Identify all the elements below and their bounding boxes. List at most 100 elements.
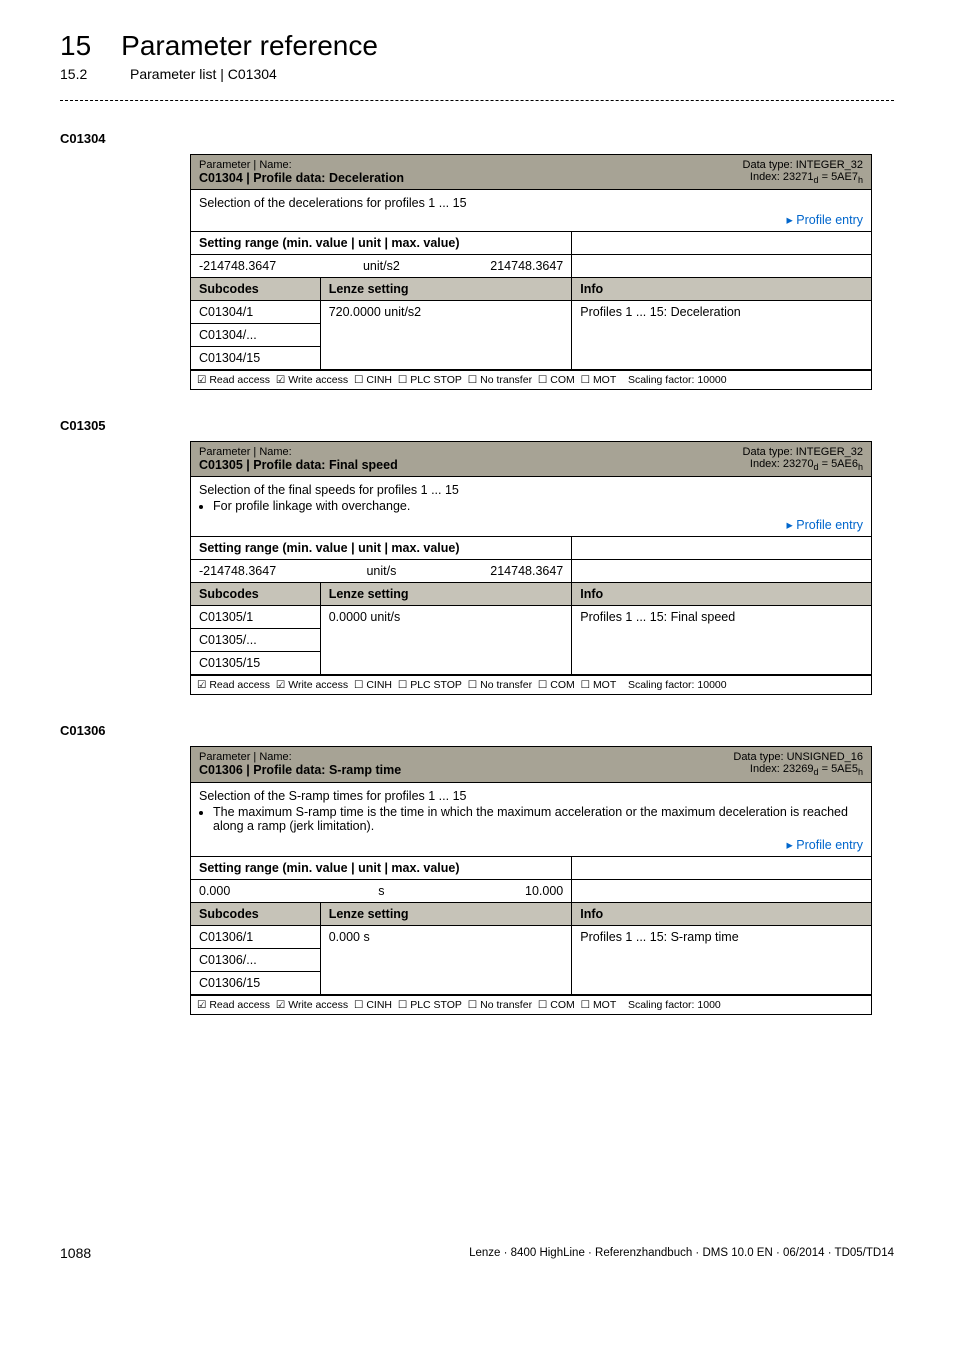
subcodes-header: Subcodes bbox=[191, 583, 320, 606]
info-cell bbox=[572, 347, 871, 370]
subcode-cell: C01306/1 bbox=[191, 925, 320, 948]
access-footer: Read access Write access CINH PLC STOP N… bbox=[191, 370, 871, 389]
divider bbox=[60, 100, 894, 101]
setting-range-header: Setting range (min. value | unit | max. … bbox=[191, 232, 572, 255]
range-min: 0.000 bbox=[191, 879, 320, 902]
settings-table: Setting range (min. value | unit | max. … bbox=[191, 536, 871, 675]
mot-check: MOT bbox=[581, 679, 617, 691]
subcode-cell: C01306/15 bbox=[191, 971, 320, 994]
block-description: Selection of the decelerations for profi… bbox=[191, 190, 871, 212]
description-bullet: The maximum S-ramp time is the time in w… bbox=[213, 805, 863, 833]
lenze-setting-header: Lenze setting bbox=[320, 278, 572, 301]
scaling-factor: Scaling factor: 1000 bbox=[628, 999, 721, 1011]
parameter-block: Parameter | Name: C01306 | Profile data:… bbox=[190, 746, 872, 1014]
setting-range-header: Setting range (min. value | unit | max. … bbox=[191, 856, 572, 879]
block-link-row: Profile entry bbox=[191, 212, 871, 231]
block-title-right: Data type: INTEGER_32 Index: 23270d = 5A… bbox=[743, 446, 863, 472]
info-header: Info bbox=[572, 583, 871, 606]
plc-stop-check: PLC STOP bbox=[398, 679, 462, 691]
block-title-left: Parameter | Name: C01306 | Profile data:… bbox=[199, 751, 401, 777]
lenze-setting-cell bbox=[320, 971, 572, 994]
lenze-setting-header: Lenze setting bbox=[320, 902, 572, 925]
lenze-setting-cell bbox=[320, 347, 572, 370]
lenze-setting-cell: 0.0000 unit/s bbox=[320, 606, 572, 629]
description-line: Selection of the S-ramp times for profil… bbox=[199, 789, 863, 803]
block-titlebar: Parameter | Name: C01304 | Profile data:… bbox=[191, 155, 871, 190]
table-row: C01306/10.000 sProfiles 1 ... 15: S-ramp… bbox=[191, 925, 871, 948]
write-access-check: Write access bbox=[276, 374, 348, 386]
mot-check: MOT bbox=[581, 374, 617, 386]
page-number: 1088 bbox=[60, 1245, 91, 1261]
table-row: C01304/1720.0000 unit/s2Profiles 1 ... 1… bbox=[191, 301, 871, 324]
block-title-left: Parameter | Name: C01305 | Profile data:… bbox=[199, 446, 398, 472]
subcode-cell: C01304/... bbox=[191, 324, 320, 347]
param-name-label: Parameter | Name: bbox=[199, 446, 292, 458]
block-title-right: Data type: INTEGER_32 Index: 23271d = 5A… bbox=[743, 159, 863, 185]
subcode-cell: C01305/1 bbox=[191, 606, 320, 629]
profile-entry-link[interactable]: Profile entry bbox=[787, 213, 863, 227]
parameter-block: Parameter | Name: C01305 | Profile data:… bbox=[190, 441, 872, 695]
lenze-setting-header: Lenze setting bbox=[320, 583, 572, 606]
cinh-check: CINH bbox=[354, 374, 392, 386]
table-row: C01304/... bbox=[191, 324, 871, 347]
profile-entry-link[interactable]: Profile entry bbox=[787, 518, 863, 532]
settings-table: Setting range (min. value | unit | max. … bbox=[191, 856, 871, 995]
param-name-label: Parameter | Name: bbox=[199, 751, 292, 763]
read-access-check: Read access bbox=[197, 374, 270, 386]
index-line: Index: 23270d = 5AE6h bbox=[750, 458, 863, 470]
range-max: 10.000 bbox=[443, 879, 572, 902]
setting-range-header: Setting range (min. value | unit | max. … bbox=[191, 537, 572, 560]
plc-stop-check: PLC STOP bbox=[398, 374, 462, 386]
cinh-check: CINH bbox=[354, 999, 392, 1011]
table-row: C01304/15 bbox=[191, 347, 871, 370]
block-title-left: Parameter | Name: C01304 | Profile data:… bbox=[199, 159, 404, 185]
footer-text: Lenze · 8400 HighLine · Referenzhandbuch… bbox=[469, 1247, 894, 1259]
com-check: COM bbox=[538, 374, 575, 386]
description-line: Selection of the final speeds for profil… bbox=[199, 483, 863, 497]
plc-stop-check: PLC STOP bbox=[398, 999, 462, 1011]
settings-table: Setting range (min. value | unit | max. … bbox=[191, 231, 871, 370]
param-code-name: C01304 | Profile data: Deceleration bbox=[199, 171, 404, 185]
range-min: -214748.3647 bbox=[191, 255, 320, 278]
lenze-setting-cell bbox=[320, 948, 572, 971]
info-cell bbox=[572, 324, 871, 347]
index-line: Index: 23271d = 5AE7h bbox=[750, 171, 863, 183]
info-cell bbox=[572, 629, 871, 652]
table-row: C01305/15 bbox=[191, 652, 871, 675]
cinh-check: CINH bbox=[354, 679, 392, 691]
block-link-row: Profile entry bbox=[191, 837, 871, 856]
info-cell bbox=[572, 948, 871, 971]
write-access-check: Write access bbox=[276, 679, 348, 691]
lenze-setting-cell: 720.0000 unit/s2 bbox=[320, 301, 572, 324]
info-header: Info bbox=[572, 902, 871, 925]
chapter-number: 15 bbox=[60, 30, 91, 62]
parameter-block: Parameter | Name: C01304 | Profile data:… bbox=[190, 154, 872, 390]
com-check: COM bbox=[538, 679, 575, 691]
range-unit: unit/s bbox=[320, 560, 442, 583]
access-footer: Read access Write access CINH PLC STOP N… bbox=[191, 675, 871, 694]
subcodes-header: Subcodes bbox=[191, 278, 320, 301]
range-unit: s bbox=[320, 879, 442, 902]
description-bullet: For profile linkage with overchange. bbox=[213, 499, 863, 513]
mot-check: MOT bbox=[581, 999, 617, 1011]
profile-entry-link[interactable]: Profile entry bbox=[787, 838, 863, 852]
lenze-setting-cell bbox=[320, 629, 572, 652]
param-name-label: Parameter | Name: bbox=[199, 159, 292, 171]
range-unit: unit/s2 bbox=[320, 255, 442, 278]
page-subheader: 15.2 Parameter list | C01304 bbox=[60, 66, 894, 82]
access-footer: Read access Write access CINH PLC STOP N… bbox=[191, 995, 871, 1014]
data-type: Data type: INTEGER_32 bbox=[743, 159, 863, 171]
range-max: 214748.3647 bbox=[443, 560, 572, 583]
no-transfer-check: No transfer bbox=[468, 374, 532, 386]
param-code-name: C01305 | Profile data: Final speed bbox=[199, 458, 398, 472]
info-header: Info bbox=[572, 278, 871, 301]
subcode-cell: C01304/1 bbox=[191, 301, 320, 324]
data-type: Data type: UNSIGNED_16 bbox=[733, 751, 863, 763]
code-label: C01304 bbox=[60, 131, 894, 146]
info-cell: Profiles 1 ... 15: Final speed bbox=[572, 606, 871, 629]
lenze-setting-cell bbox=[320, 652, 572, 675]
info-cell: Profiles 1 ... 15: Deceleration bbox=[572, 301, 871, 324]
section-number: 15.2 bbox=[60, 66, 100, 82]
block-description: Selection of the S-ramp times for profil… bbox=[191, 783, 871, 837]
no-transfer-check: No transfer bbox=[468, 999, 532, 1011]
